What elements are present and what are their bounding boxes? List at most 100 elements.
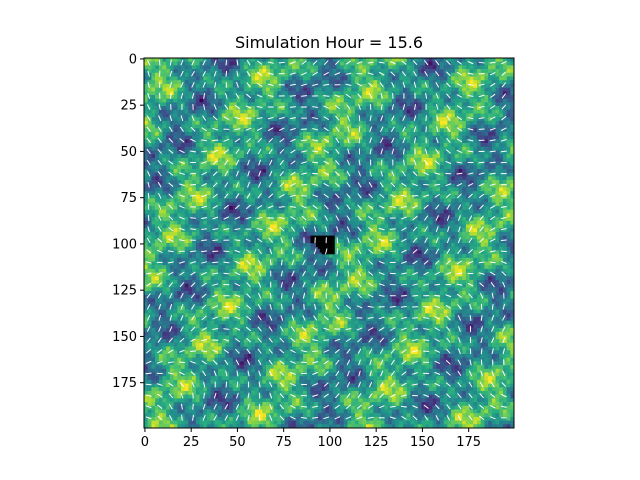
wind-arrow [491, 303, 494, 310]
wind-arrow [245, 249, 252, 254]
wind-arrow [169, 303, 173, 310]
wind-arrow [258, 159, 261, 166]
wind-arrow [368, 337, 373, 343]
wind-arrow [246, 193, 251, 199]
wind-arrow [323, 160, 329, 165]
wind-arrow [225, 59, 228, 66]
wind-arrow [201, 217, 208, 219]
wind-arrow [400, 206, 407, 208]
wind-arrow [190, 271, 196, 276]
wind-arrow [379, 193, 385, 198]
wind-arrow [213, 392, 217, 399]
wind-arrow [390, 182, 396, 188]
burned-cell [330, 252, 333, 255]
wind-arrow [312, 172, 319, 175]
wind-arrow [202, 115, 206, 121]
wind-arrow [190, 150, 196, 153]
wind-arrow [446, 82, 451, 88]
wind-arrow [290, 171, 296, 176]
wind-arrow [479, 393, 484, 398]
burned-cell [321, 241, 324, 244]
wind-arrow [446, 337, 451, 343]
wind-arrow [234, 138, 241, 143]
wind-arrow [346, 104, 351, 110]
wind-arrow [257, 326, 262, 332]
wind-arrow [179, 149, 185, 154]
wind-vector-layer [145, 59, 507, 421]
wind-arrow [167, 261, 174, 264]
burned-cell [317, 246, 320, 249]
wind-arrow [223, 149, 229, 154]
wind-arrow [446, 60, 451, 65]
wind-arrow [212, 328, 219, 331]
wind-arrow [435, 60, 440, 66]
wind-arrow [279, 382, 285, 387]
wind-arrow [212, 360, 218, 365]
wind-arrow [323, 315, 329, 321]
wind-arrow [412, 205, 418, 209]
burned-cell [330, 250, 333, 253]
x-tick-label: 100 [318, 435, 343, 450]
wind-arrow [490, 216, 496, 220]
wind-arrow [424, 160, 429, 166]
wind-arrow [279, 349, 285, 354]
wind-arrow [323, 72, 329, 76]
burned-cell [327, 239, 330, 242]
burned-cell [327, 250, 330, 253]
wind-arrow [358, 104, 361, 110]
wind-arrow [234, 294, 241, 298]
wind-arrow [201, 282, 207, 287]
wind-arrow [489, 116, 496, 120]
wind-arrow [224, 193, 229, 199]
wind-arrow [478, 61, 485, 64]
wind-arrow [246, 138, 251, 143]
wind-arrow [235, 148, 240, 154]
burned-cell [330, 239, 333, 242]
wind-arrow [212, 272, 219, 275]
wind-arrow [358, 370, 361, 377]
burned-cell [329, 239, 332, 242]
wind-arrow [480, 337, 483, 344]
wind-arrow [168, 182, 174, 187]
burned-cell [312, 239, 315, 242]
wind-arrow [157, 226, 162, 232]
wind-arrow [258, 281, 261, 288]
y-tick-label: 0 [129, 52, 137, 67]
burned-cell [329, 235, 332, 238]
wind-arrow [445, 161, 452, 164]
wind-arrow [257, 60, 263, 65]
burned-cell [321, 252, 324, 255]
wind-arrow [224, 415, 229, 421]
wind-arrow [346, 359, 351, 366]
wind-arrow [380, 115, 384, 121]
burned-cell [319, 239, 322, 242]
wind-arrow [256, 106, 263, 108]
wind-arrow [478, 117, 485, 119]
wind-arrow [291, 226, 295, 232]
wind-arrow [169, 70, 173, 77]
burned-cell [327, 244, 330, 247]
wind-arrow [480, 348, 483, 355]
wind-arrow [345, 338, 352, 342]
wind-arrow [401, 394, 407, 397]
wind-arrow [301, 161, 307, 164]
wind-arrow [246, 82, 251, 88]
wind-arrow [147, 304, 151, 310]
wind-arrow [469, 359, 472, 366]
wind-arrow [212, 316, 219, 320]
wind-arrow [290, 127, 296, 131]
wind-arrow [435, 148, 440, 155]
wind-arrow [491, 292, 494, 299]
wind-arrow [312, 371, 318, 375]
wind-arrow [347, 270, 350, 277]
wind-arrow [278, 106, 285, 108]
burned-cell [317, 244, 320, 247]
wind-arrow [478, 183, 485, 187]
wind-arrow [280, 259, 283, 266]
wind-arrow [257, 205, 263, 209]
wind-arrow [278, 61, 285, 64]
wind-arrow [279, 371, 285, 376]
wind-arrow [447, 226, 450, 233]
wind-arrow [201, 161, 207, 164]
wind-arrow [423, 306, 430, 308]
